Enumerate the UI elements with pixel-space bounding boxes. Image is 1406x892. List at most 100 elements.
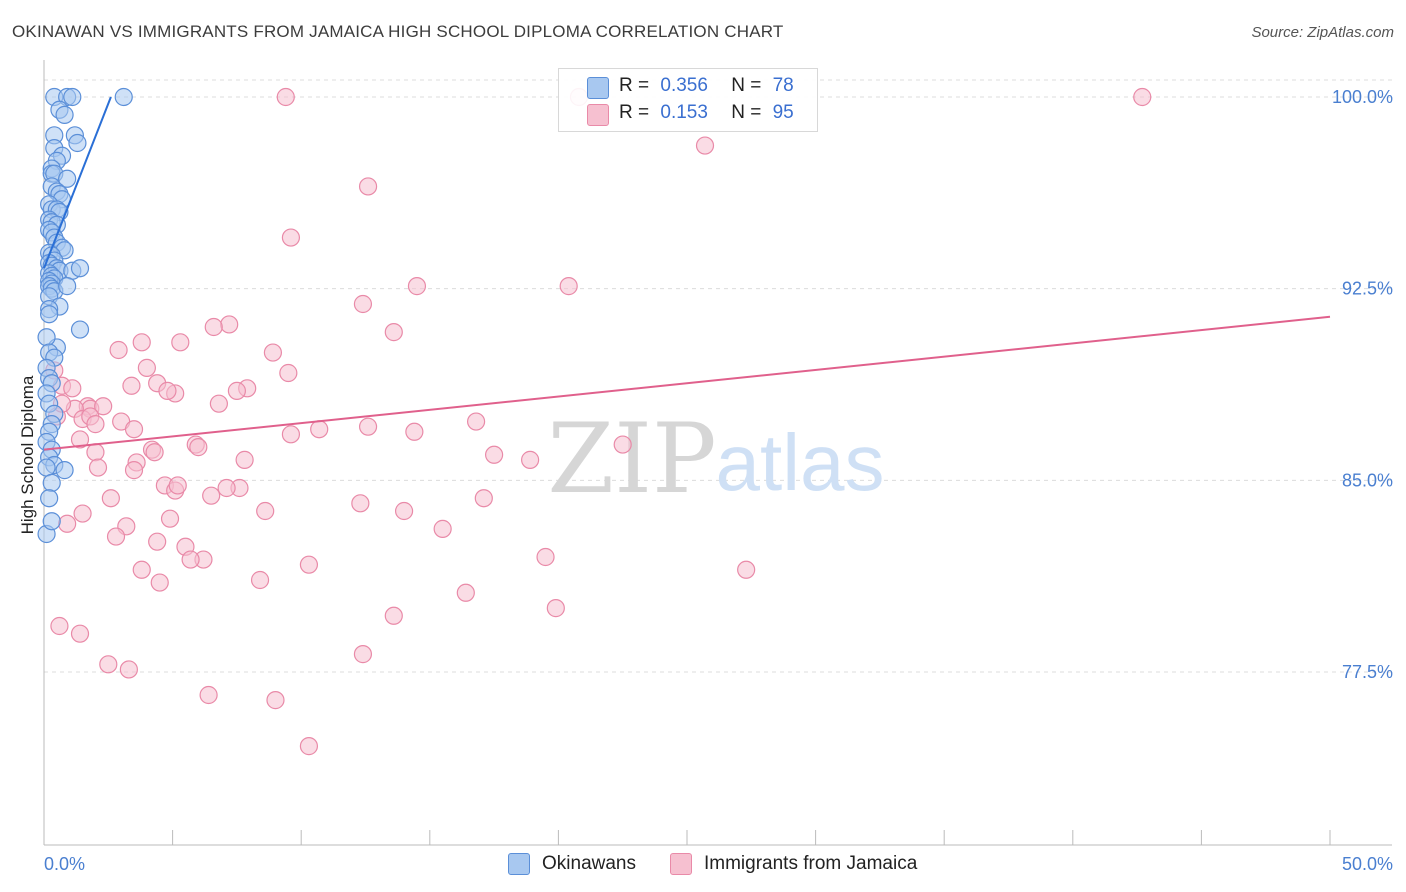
jamaica-point (613, 435, 632, 454)
okinawan-point (42, 512, 61, 531)
okinawan-point (58, 169, 77, 188)
legend-n-value: 78 (772, 75, 794, 96)
jamaica-point (70, 430, 90, 449)
okinawan-point (40, 489, 59, 508)
jamaica-point (737, 560, 756, 579)
x-tick-label: 50.0% (1342, 854, 1393, 874)
jamaica-point (99, 655, 118, 674)
okinawan-point (55, 461, 74, 480)
jamaica-point (132, 333, 151, 352)
legend-n-label: N = (731, 75, 762, 96)
jamaica-point (456, 583, 475, 602)
jamaica-point (86, 415, 105, 434)
jamaica-point (122, 376, 141, 395)
jamaica-point (124, 420, 144, 439)
trend-line-okinawans (43, 96, 112, 269)
jamaica-point (63, 379, 82, 398)
jamaica-point (119, 660, 138, 679)
jamaica-point (160, 509, 180, 528)
jamaica-point (358, 417, 378, 436)
legend-n-label: N = (731, 102, 762, 123)
jamaica-point (536, 547, 555, 567)
okinawan-point (114, 87, 133, 107)
jamaica-point (106, 527, 126, 546)
jamaica-point (171, 333, 190, 352)
legend-swatch-okinawans (587, 77, 609, 99)
jamaica-point (148, 532, 167, 551)
jamaica-point (124, 461, 144, 480)
bottom-legend-swatch-jamaica (670, 853, 692, 875)
jamaica-point (58, 514, 77, 533)
jamaica-point (299, 555, 319, 574)
jamaica-point (407, 277, 427, 296)
jamaica-point (405, 422, 424, 441)
bottom-legend-okinawans: Okinawans (508, 851, 636, 877)
jamaica-point (1133, 87, 1152, 107)
x-tick-label: 0.0% (44, 854, 85, 874)
jamaica-point (202, 486, 221, 505)
jamaica-point (109, 340, 128, 360)
jamaica-point (235, 450, 254, 469)
watermark-atlas: atlas (716, 418, 885, 507)
jamaica-point (351, 494, 370, 513)
jamaica-point (485, 445, 504, 464)
jamaica-point (299, 737, 319, 756)
jamaica-point (394, 501, 414, 521)
y-tick-label: 100.0% (1332, 87, 1393, 107)
jamaica-point (353, 294, 373, 314)
jamaica-point (145, 443, 164, 462)
jamaica-point (310, 420, 329, 439)
trend-lines (43, 96, 1331, 451)
jamaica-point (466, 412, 486, 431)
legend-r-value: 0.153 (660, 102, 708, 123)
trend-line-jamaica (43, 315, 1331, 451)
jamaica-point (94, 397, 113, 416)
okinawan-point (68, 133, 87, 153)
jamaica-point (150, 573, 169, 592)
jamaica-point (256, 501, 275, 521)
jamaica-point (227, 381, 246, 400)
jamaica-point (132, 560, 151, 579)
gridlines (44, 79, 1392, 673)
jamaica-point (250, 570, 270, 590)
jamaica-point (181, 550, 200, 569)
jamaica-point (168, 476, 187, 495)
jamaica-point (353, 645, 373, 664)
okinawan-point (70, 259, 90, 278)
jamaica-point (281, 228, 301, 247)
jamaica-point (281, 425, 301, 444)
legend-r-label: R = (619, 75, 650, 96)
okinawan-point (55, 105, 74, 124)
jamaica-point (88, 458, 108, 477)
correlation-legend: R = 0.356 N = 78 R = 0.153 N = 95 (558, 68, 818, 132)
okinawan-point (42, 473, 61, 492)
jamaica-point (50, 616, 69, 636)
jamaica-point (209, 394, 228, 413)
jamaica-point (695, 136, 715, 155)
okinawan-point (70, 320, 90, 339)
jamaica-point (199, 685, 218, 705)
okinawan-point (37, 458, 56, 477)
jamaica-point (384, 606, 403, 625)
series-jamaica-points (45, 87, 1152, 756)
jamaica-point (189, 438, 208, 457)
bottom-legend-swatch-okinawans (508, 853, 530, 875)
watermark: ZIP atlas (547, 403, 884, 515)
jamaica-point (137, 358, 156, 377)
legend-r-value: 0.356 (660, 75, 708, 96)
jamaica-point (521, 450, 540, 469)
jamaica-point (263, 343, 283, 362)
jamaica-point (474, 489, 493, 508)
legend-r-label: R = (619, 102, 650, 123)
y-tick-label: 77.5% (1342, 662, 1393, 682)
jamaica-point (358, 177, 378, 196)
legend-swatch-jamaica (587, 104, 609, 126)
okinawan-point (40, 305, 59, 324)
watermark-zip: ZIP (547, 403, 716, 515)
jamaica-point (217, 478, 236, 498)
bottom-legend-label-jamaica: Immigrants from Jamaica (704, 853, 918, 874)
jamaica-point (204, 317, 223, 337)
okinawan-point (63, 87, 82, 107)
jamaica-point (266, 691, 285, 710)
